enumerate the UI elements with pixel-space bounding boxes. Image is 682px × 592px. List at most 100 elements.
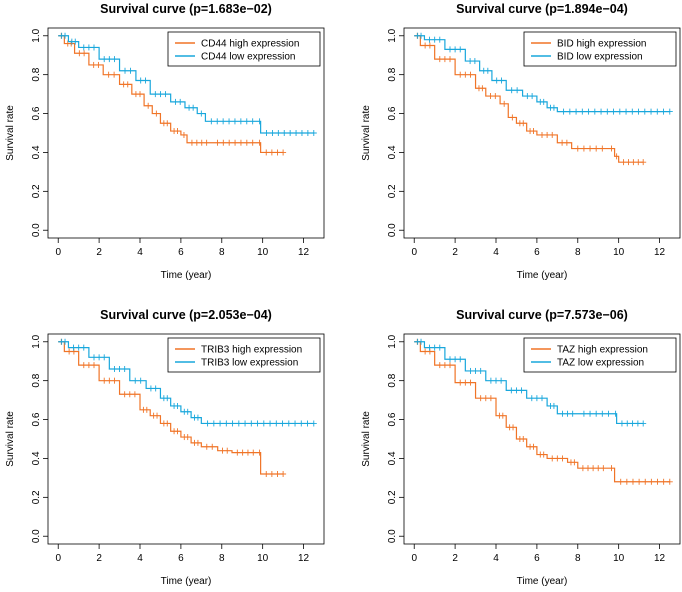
x-tick-label: 2	[96, 553, 102, 564]
x-tick-label: 2	[452, 553, 458, 564]
legend-label: BID low expression	[557, 52, 643, 63]
x-tick-label: 12	[654, 247, 666, 258]
legend-label: TAZ high expression	[557, 345, 648, 356]
legend-label: CD44 low expression	[201, 52, 296, 63]
series-line-low	[58, 35, 314, 134]
x-tick-label: 10	[257, 247, 269, 258]
plot-frame	[47, 333, 325, 545]
x-tick-label: 6	[178, 553, 184, 564]
x-tick-label: 0	[55, 247, 61, 258]
y-tick-label: 1.0	[387, 334, 398, 348]
y-axis-label: Survival rate	[361, 105, 372, 161]
x-axis-label: Time (year)	[161, 576, 212, 587]
x-axis-label: Time (year)	[517, 270, 568, 281]
plot-frame	[47, 27, 325, 239]
y-tick-label: 0.6	[387, 106, 398, 120]
series-line-high	[58, 341, 284, 475]
x-tick-label: 8	[575, 553, 581, 564]
legend-label: TRIB3 high expression	[201, 345, 302, 356]
legend-label: TRIB3 low expression	[201, 358, 298, 369]
x-tick-label: 2	[452, 247, 458, 258]
y-tick-label: 0.4	[31, 145, 42, 159]
series-line-low	[58, 341, 314, 425]
y-tick-label: 0.2	[387, 490, 398, 504]
x-tick-label: 8	[219, 247, 225, 258]
x-axis-label: Time (year)	[517, 576, 568, 587]
y-tick-label: 0.8	[387, 373, 398, 387]
chart-title: Survival curve (p=2.053e−04)	[100, 308, 272, 322]
x-tick-label: 10	[613, 553, 625, 564]
chart-title: Survival curve (p=1.894e−04)	[456, 2, 628, 16]
x-tick-label: 6	[534, 553, 540, 564]
plot-frame	[403, 27, 681, 239]
chart-panel-3: Survival curve (p=2.053e−04) 0 2 4 6 8 10 12 0.0…	[5, 308, 325, 587]
censor-mark	[310, 420, 317, 427]
y-tick-label: 1.0	[31, 28, 42, 42]
legend-box	[523, 31, 677, 67]
x-tick-label: 2	[96, 247, 102, 258]
legend-label: TAZ low expression	[557, 358, 644, 369]
y-axis-label: Survival rate	[5, 105, 16, 161]
y-axis-label: Survival rate	[5, 411, 16, 467]
y-tick-label: 0.4	[387, 451, 398, 465]
y-tick-label: 0.8	[387, 67, 398, 81]
x-tick-label: 4	[137, 553, 143, 564]
y-tick-label: 0.6	[31, 412, 42, 426]
x-tick-label: 0	[55, 553, 61, 564]
x-tick-label: 6	[534, 247, 540, 258]
x-tick-label: 12	[298, 553, 310, 564]
chart-panel-2: Survival curve (p=1.894e−04) 0 2 4 6 8 10 12 0.0…	[361, 2, 681, 281]
x-tick-label: 8	[219, 553, 225, 564]
series-line-high	[414, 341, 670, 483]
chart-panel-1: Survival curve (p=1.683e−02) 0 2 4 6 8 10 12 0.0…	[5, 2, 325, 281]
x-tick-label: 8	[575, 247, 581, 258]
x-tick-label: 6	[178, 247, 184, 258]
x-tick-label: 10	[257, 553, 269, 564]
series-line-low	[414, 35, 670, 113]
y-tick-label: 0.0	[387, 223, 398, 237]
chart-title: Survival curve (p=7.573e−06)	[456, 308, 628, 322]
y-tick-label: 0.4	[31, 451, 42, 465]
y-axis-label: Survival rate	[361, 411, 372, 467]
censor-mark	[310, 130, 317, 136]
y-tick-label: 1.0	[31, 334, 42, 348]
y-tick-label: 0.2	[31, 490, 42, 504]
y-tick-label: 0.4	[387, 145, 398, 159]
legend-box	[167, 337, 321, 373]
censor-mark	[280, 471, 287, 477]
y-tick-label: 0.6	[31, 106, 42, 120]
x-tick-label: 0	[411, 247, 417, 258]
x-axis-label: Time (year)	[161, 270, 212, 281]
y-tick-label: 0.8	[31, 67, 42, 81]
x-tick-label: 4	[493, 553, 499, 564]
y-tick-label: 0.0	[31, 529, 42, 543]
x-tick-label: 0	[411, 553, 417, 564]
legend-box	[523, 337, 677, 373]
y-tick-label: 0.0	[31, 223, 42, 237]
series-line-high	[414, 35, 644, 163]
x-tick-label: 12	[298, 247, 310, 258]
chart-panel-4: Survival curve (p=7.573e−06) 0 2 4 6 8 10 12 0.0…	[361, 308, 681, 587]
y-tick-label: 1.0	[387, 28, 398, 42]
legend-label: BID high expression	[557, 39, 647, 50]
y-tick-label: 0.8	[31, 373, 42, 387]
y-tick-label: 0.0	[387, 529, 398, 543]
censor-mark	[640, 159, 647, 166]
censor-mark	[666, 108, 673, 115]
y-tick-label: 0.6	[387, 412, 398, 426]
censor-mark	[666, 478, 673, 485]
y-tick-label: 0.2	[387, 184, 398, 198]
censor-mark	[640, 420, 647, 427]
censor-mark	[280, 149, 287, 156]
x-tick-label: 10	[613, 247, 625, 258]
x-tick-label: 4	[493, 247, 499, 258]
x-tick-label: 4	[137, 247, 143, 258]
plot-frame	[403, 333, 681, 545]
legend-label: CD44 high expression	[201, 39, 299, 50]
y-tick-label: 0.2	[31, 184, 42, 198]
chart-title: Survival curve (p=1.683e−02)	[100, 2, 272, 16]
legend-box	[167, 31, 321, 67]
x-tick-label: 12	[654, 553, 666, 564]
